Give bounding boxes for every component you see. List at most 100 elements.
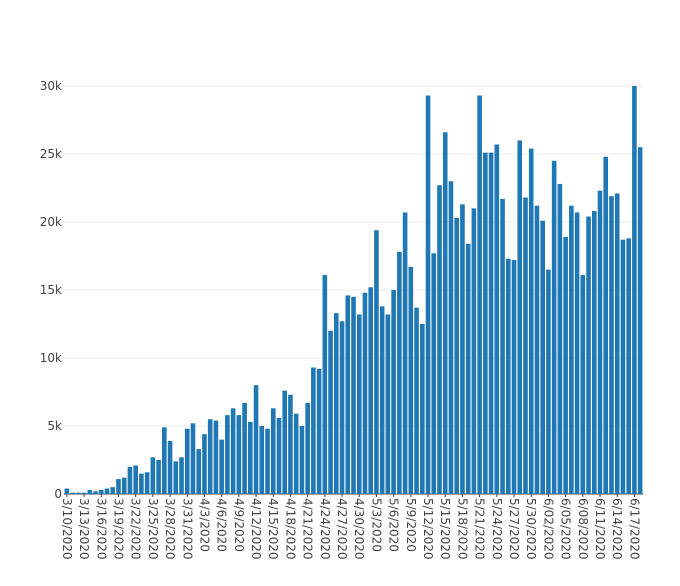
bar[interactable] [207, 419, 213, 494]
bar[interactable] [591, 211, 597, 494]
bar[interactable] [173, 461, 179, 494]
bar[interactable] [626, 238, 631, 494]
bar[interactable] [494, 144, 500, 495]
bar[interactable] [116, 479, 121, 494]
bar[interactable] [265, 428, 270, 494]
bar[interactable] [345, 295, 351, 494]
bar[interactable] [534, 205, 540, 494]
bar[interactable] [190, 423, 196, 494]
bar[interactable] [511, 260, 517, 494]
bar[interactable] [76, 492, 81, 494]
bar[interactable] [270, 408, 276, 494]
bar[interactable] [98, 489, 104, 494]
bar[interactable] [104, 488, 110, 494]
bar[interactable] [448, 181, 454, 494]
bar[interactable] [540, 220, 545, 494]
bar[interactable] [322, 275, 328, 494]
bar[interactable] [127, 466, 133, 494]
bar[interactable] [276, 417, 282, 494]
bar[interactable] [351, 296, 356, 494]
bar[interactable] [528, 148, 534, 494]
bar[interactable] [488, 152, 494, 494]
bar[interactable] [150, 457, 156, 494]
bar[interactable] [356, 314, 362, 494]
bar[interactable] [431, 253, 437, 494]
bar[interactable] [391, 290, 396, 494]
bar[interactable] [328, 330, 333, 494]
bar[interactable] [282, 390, 287, 494]
bar[interactable] [162, 427, 167, 494]
bar[interactable] [379, 306, 385, 494]
bar[interactable] [64, 488, 70, 494]
bar[interactable] [219, 439, 224, 494]
bar[interactable] [144, 472, 150, 494]
bar[interactable] [242, 402, 247, 494]
bar[interactable] [563, 236, 568, 494]
bar[interactable] [248, 421, 253, 494]
bar[interactable] [70, 492, 75, 494]
bar[interactable] [546, 269, 551, 494]
bar[interactable] [586, 216, 591, 494]
bar[interactable] [259, 426, 265, 494]
bar[interactable] [574, 212, 580, 495]
bar[interactable] [465, 243, 471, 494]
bar[interactable] [408, 266, 414, 494]
bar[interactable] [523, 197, 528, 494]
bar[interactable] [139, 473, 144, 494]
bar[interactable] [156, 460, 161, 494]
bar[interactable] [614, 193, 620, 494]
bar[interactable] [179, 457, 184, 494]
bar[interactable] [196, 449, 202, 494]
bar[interactable] [483, 152, 488, 494]
bar[interactable] [397, 251, 402, 494]
bar[interactable] [167, 440, 173, 494]
bar[interactable] [311, 367, 316, 494]
bar[interactable] [293, 413, 299, 494]
bar[interactable] [620, 239, 626, 494]
bar[interactable] [225, 415, 230, 494]
bar[interactable] [213, 420, 219, 494]
bar[interactable] [316, 368, 322, 494]
bar[interactable] [93, 491, 98, 494]
bar[interactable] [557, 183, 563, 495]
bar[interactable] [597, 190, 603, 494]
bar[interactable] [87, 489, 93, 494]
bar[interactable] [110, 487, 116, 494]
bar[interactable] [471, 208, 477, 494]
bar[interactable] [569, 205, 574, 494]
bar[interactable] [437, 185, 442, 494]
bar[interactable] [551, 160, 557, 495]
bar[interactable] [299, 426, 305, 494]
bar[interactable] [81, 492, 87, 494]
bar[interactable] [609, 196, 614, 494]
bar[interactable] [500, 198, 505, 494]
bar[interactable] [236, 415, 242, 494]
bar[interactable] [374, 230, 379, 494]
bar[interactable] [121, 477, 127, 494]
bar[interactable] [414, 307, 419, 494]
bar[interactable] [288, 394, 293, 494]
bar[interactable] [454, 217, 459, 495]
bar[interactable] [477, 95, 482, 495]
bar[interactable] [385, 314, 391, 494]
bar[interactable] [202, 434, 207, 494]
bar[interactable] [603, 156, 609, 494]
bar[interactable] [334, 313, 339, 494]
bar[interactable] [632, 86, 637, 494]
bar[interactable] [637, 147, 643, 494]
bar[interactable] [133, 465, 138, 494]
bar[interactable] [420, 324, 425, 494]
bar[interactable] [339, 321, 345, 494]
bar[interactable] [425, 95, 431, 495]
bar[interactable] [580, 275, 586, 494]
bar[interactable] [184, 428, 190, 494]
bar[interactable] [517, 140, 523, 494]
bar[interactable] [442, 132, 448, 495]
bar[interactable] [505, 258, 511, 494]
bar[interactable] [305, 402, 310, 494]
bar[interactable] [460, 204, 465, 494]
bar[interactable] [230, 408, 236, 494]
bar[interactable] [402, 212, 408, 495]
bar[interactable] [253, 385, 259, 494]
bar[interactable] [368, 287, 373, 494]
